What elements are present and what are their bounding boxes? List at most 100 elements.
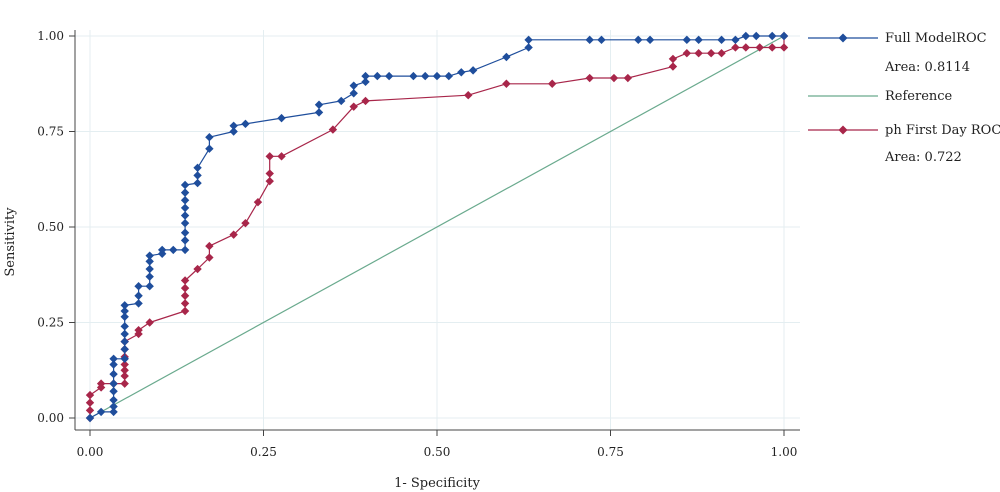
- data-point-full-modelroc: [145, 282, 154, 291]
- x-tick-label: 0.50: [424, 445, 451, 459]
- data-point-full-modelroc: [337, 96, 346, 106]
- data-point-full-modelroc: [361, 71, 370, 81]
- data-point-full-modelroc: [180, 211, 190, 220]
- data-point-full-modelroc: [597, 35, 606, 45]
- data-point-ph-first-day-roc: [120, 371, 129, 381]
- data-point-full-modelroc: [241, 119, 250, 129]
- data-point-full-modelroc: [779, 31, 789, 41]
- x-ticks: 0.00 0.25 0.50 0.75 1.00: [77, 430, 798, 459]
- data-point-full-modelroc: [193, 178, 202, 188]
- data-point-full-modelroc: [229, 121, 238, 130]
- legend-marker-full-model: [838, 33, 848, 43]
- data-point-full-modelroc: [180, 188, 190, 197]
- data-point-ph-first-day-roc: [609, 73, 619, 83]
- data-point-ph-first-day-roc: [668, 54, 678, 64]
- data-point-full-modelroc: [468, 66, 478, 75]
- data-point-full-modelroc: [741, 31, 751, 41]
- data-point-ph-first-day-roc: [755, 43, 764, 52]
- legend-area-full-model: Area: 0.8114: [884, 60, 970, 75]
- data-point-ph-first-day-roc: [253, 197, 263, 207]
- data-point-ph-first-day-roc: [205, 241, 214, 251]
- data-point-full-modelroc: [205, 133, 214, 142]
- x-tick-label: 0.75: [597, 445, 624, 459]
- data-point-full-modelroc: [157, 245, 167, 255]
- data-point-full-modelroc: [752, 31, 761, 41]
- data-point-ph-first-day-roc: [682, 48, 692, 58]
- legend-marker-ph-first-day: [838, 125, 848, 135]
- data-point-ph-first-day-roc: [96, 379, 106, 388]
- data-point-full-modelroc: [109, 387, 118, 396]
- data-point-full-modelroc: [349, 89, 358, 98]
- data-point-full-modelroc: [134, 282, 143, 291]
- data-point-full-modelroc: [120, 301, 129, 310]
- data-point-ph-first-day-roc: [134, 325, 143, 335]
- legend-area-ph-first-day: Area: 0.722: [884, 150, 962, 165]
- data-point-full-modelroc: [682, 35, 692, 45]
- data-point-full-modelroc: [120, 354, 129, 363]
- data-point-ph-first-day-roc: [623, 73, 633, 83]
- data-point-full-modelroc: [145, 272, 154, 281]
- data-point-full-modelroc: [120, 329, 129, 339]
- data-point-ph-first-day-roc: [277, 152, 286, 161]
- data-point-ph-first-day-roc: [464, 91, 473, 100]
- y-tick-label: 1.00: [37, 29, 64, 43]
- data-point-full-modelroc: [694, 35, 703, 45]
- data-point-ph-first-day-roc: [145, 318, 154, 327]
- data-point-ph-first-day-roc: [241, 218, 250, 228]
- data-point-full-modelroc: [229, 127, 238, 136]
- data-point-ph-first-day-roc: [349, 102, 358, 111]
- data-point-full-modelroc: [180, 203, 190, 213]
- data-point-full-modelroc: [768, 31, 777, 41]
- data-point-full-modelroc: [634, 35, 643, 45]
- data-point-full-modelroc: [361, 77, 370, 87]
- data-point-full-modelroc: [180, 196, 190, 205]
- data-point-full-modelroc: [134, 291, 143, 300]
- data-point-full-modelroc: [349, 81, 358, 90]
- data-point-full-modelroc: [717, 35, 726, 45]
- data-point-full-modelroc: [502, 52, 511, 62]
- x-tick-label: 1.00: [771, 445, 798, 459]
- data-point-ph-first-day-roc: [205, 253, 214, 262]
- data-point-ph-first-day-roc: [717, 48, 726, 58]
- data-point-full-modelroc: [205, 144, 214, 153]
- data-point-full-modelroc: [109, 395, 118, 405]
- data-point-ph-first-day-roc: [668, 62, 678, 71]
- data-point-full-modelroc: [180, 180, 190, 190]
- data-point-ph-first-day-roc: [328, 125, 338, 134]
- data-point-ph-first-day-roc: [180, 276, 190, 285]
- data-point-full-modelroc: [444, 71, 453, 81]
- data-point-full-modelroc: [109, 402, 118, 411]
- legend-label-full-model: Full ModelROC: [885, 31, 987, 46]
- data-point-full-modelroc: [180, 236, 190, 245]
- x-tick-label: 0.00: [77, 445, 104, 459]
- data-point-full-modelroc: [314, 100, 324, 109]
- data-point-full-modelroc: [169, 245, 178, 255]
- data-point-full-modelroc: [109, 360, 118, 369]
- data-point-ph-first-day-roc: [85, 390, 95, 400]
- data-point-full-modelroc: [120, 322, 129, 331]
- data-point-full-modelroc: [645, 35, 655, 45]
- data-point-ph-first-day-roc: [180, 291, 190, 300]
- data-point-ph-first-day-roc: [265, 152, 274, 161]
- series-reference: [89, 35, 785, 419]
- data-point-full-modelroc: [120, 306, 129, 316]
- data-point-full-modelroc: [524, 35, 533, 45]
- data-point-full-modelroc: [409, 71, 418, 81]
- data-point-ph-first-day-roc: [229, 230, 238, 239]
- data-point-ph-first-day-roc: [85, 406, 95, 415]
- series-full-modelroc: [85, 31, 789, 423]
- data-point-ph-first-day-roc: [548, 79, 557, 88]
- data-point-full-modelroc: [384, 71, 394, 81]
- legend-label-reference: Reference: [885, 89, 953, 104]
- data-point-ph-first-day-roc: [265, 169, 274, 178]
- data-point-full-modelroc: [109, 407, 118, 417]
- data-point-ph-first-day-roc: [120, 366, 129, 375]
- data-point-full-modelroc: [180, 218, 190, 228]
- data-point-full-modelroc: [120, 337, 129, 346]
- data-point-full-modelroc: [524, 43, 533, 52]
- data-point-full-modelroc: [421, 71, 430, 81]
- series-ph-first-day-roc: [85, 31, 789, 423]
- y-axis-title: Sensitivity: [3, 207, 18, 277]
